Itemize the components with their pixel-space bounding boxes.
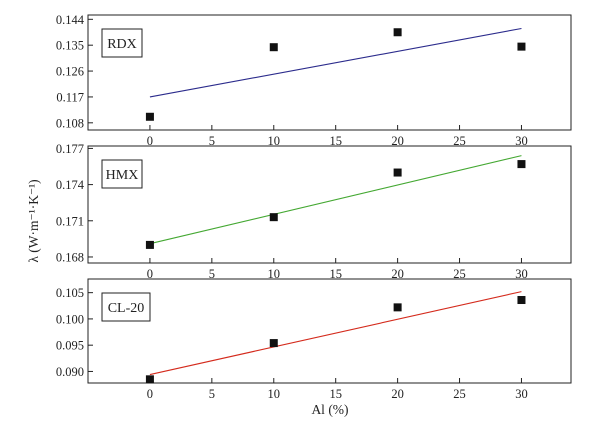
x-tick-label: 15 [329,134,342,148]
y-tick-label: 0.100 [56,312,84,326]
panel-label: RDX [107,37,137,52]
y-tick-label: 0.126 [56,65,84,79]
y-tick-label: 0.171 [56,214,84,228]
x-tick-label: 0 [147,387,153,401]
fit-line [149,27,522,98]
panel-label-box [101,159,143,189]
x-tick-label: 30 [515,387,528,401]
panel-label-box [101,28,143,58]
x-tick-label: 20 [391,134,404,148]
y-tick-label: 0.168 [56,250,84,264]
panel-label: HMX [106,168,139,183]
y-tick-label: 0.117 [56,90,84,104]
data-point [517,296,526,305]
y-tick-label: 0.177 [56,142,84,156]
x-tick-label: 10 [268,267,281,281]
x-tick-label: 25 [453,267,466,281]
y-tick-label: 0.090 [56,365,84,379]
data-point [517,42,526,51]
y-tick-label: 0.095 [56,339,84,353]
panel-label-box [101,292,151,322]
data-point [393,28,402,37]
plot-frame [87,278,572,384]
x-tick-label: 20 [391,387,404,401]
panel-hmx: 0 5 10 15 20 25 30 0.168 0.171 0.174 0.177 HMX [56,142,572,281]
x-tick-label: 10 [268,134,281,148]
y-tick-label: 0.108 [56,116,84,130]
y-axis-title: λ (W·m⁻¹·K⁻¹) [26,179,41,262]
x-tick-label: 10 [268,387,281,401]
data-point [145,375,154,384]
data-point [269,339,278,348]
data-point [145,240,154,249]
x-tick-label: 25 [453,134,466,148]
data-point [393,303,402,312]
y-tick-label: 0.174 [56,178,85,192]
panel-cl-20: 0 5 10 15 20 25 30 0.090 0.095 0.100 0.105 CL-20 [56,278,572,401]
x-tick-label: 5 [209,134,215,148]
data-point [393,168,402,177]
x-tick-label: 0 [147,134,153,148]
x-tick-label: 5 [209,387,215,401]
x-tick-label: 15 [329,387,342,401]
data-point [145,112,154,121]
data-point [269,43,278,52]
panel-rdx: 0 5 10 15 20 25 30 0.108 0.117 0.126 0.135 0.144 RDX [56,13,572,148]
data-point [517,160,526,169]
plot-frame [87,145,572,264]
x-tick-label: 0 [147,267,153,281]
data-point [269,213,278,222]
x-axis-title: Al (%) [311,402,348,417]
y-tick-label: 0.135 [56,39,84,53]
x-tick-label: 30 [515,267,528,281]
fit-line [149,155,522,245]
plot-frame [87,14,572,131]
y-tick-label: 0.105 [56,286,84,300]
panels: 0 5 10 15 20 25 30 0.108 0.117 0.126 0.135 0.144 RDX… [56,13,572,401]
x-tick-label: 15 [329,267,342,281]
x-tick-label: 25 [453,387,466,401]
x-tick-label: 20 [391,267,404,281]
fit-line [149,291,522,376]
x-tick-label: 30 [515,134,528,148]
panel-label: CL-20 [108,301,145,316]
x-tick-label: 5 [209,267,215,281]
y-tick-label: 0.144 [56,13,85,27]
